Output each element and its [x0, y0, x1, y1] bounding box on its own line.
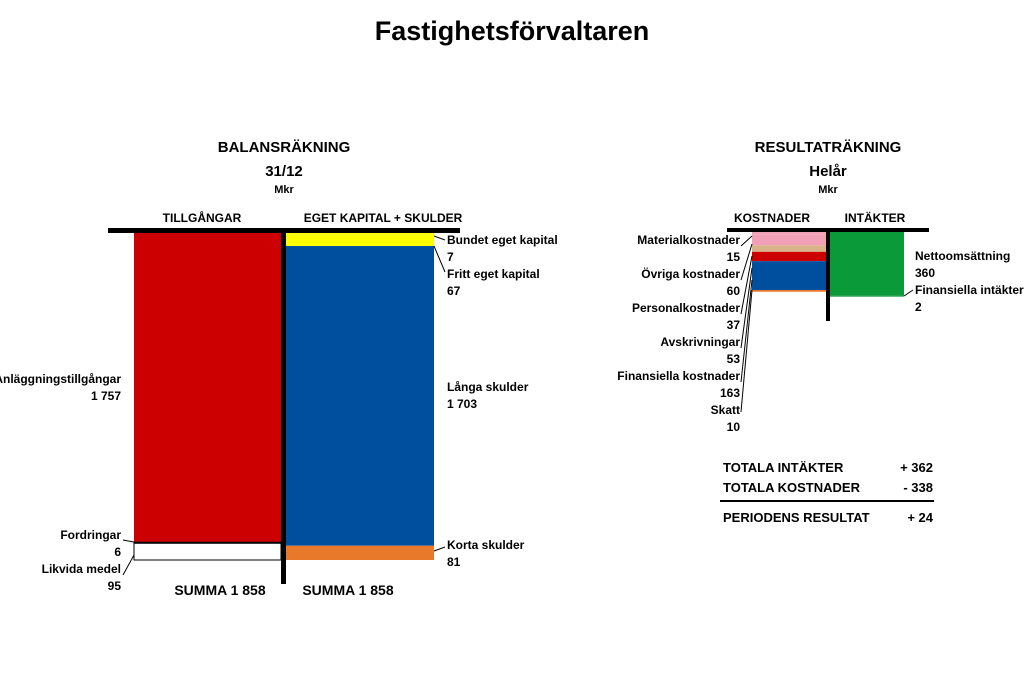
bar-fritt-eget-kapital [286, 234, 434, 247]
label-fritt-eget-kapital: Fritt eget kapital [447, 267, 540, 281]
value-materialkostnader: 15 [727, 250, 741, 264]
label-finansiella-intakter: Finansiella intäkter [915, 283, 1024, 297]
value-avskrivningar: 53 [727, 352, 741, 366]
label-langa-skulder: Långa skulder [447, 380, 529, 394]
value-korta-skulder: 81 [447, 555, 461, 569]
balance-divider-line [281, 228, 286, 584]
leader-avskrivningar [740, 267, 753, 349]
header-intakter: INTÄKTER [845, 210, 906, 225]
income-unit: Mkr [818, 184, 838, 196]
total-income-label: TOTALA INTÄKTER [723, 460, 844, 475]
value-likvida-medel: 95 [108, 579, 122, 593]
label-likvida-medel: Likvida medel [42, 562, 121, 576]
label-nettoomsattning: Nettoomsättning [915, 249, 1010, 263]
bar-nettoomsattning [830, 232, 904, 296]
bar-avskrivningar [752, 251, 827, 262]
balance-subtitle: 31/12 [265, 163, 303, 180]
balance-unit: Mkr [274, 184, 294, 196]
bar-bundet-eget-kapital [286, 233, 434, 235]
label-anlaggningstillgangar: Anläggningstillgångar [0, 372, 121, 386]
sum-eget-kapital-skulder: SUMMA 1 858 [302, 582, 394, 598]
total-costs-label: TOTALA KOSTNADER [723, 480, 861, 495]
value-anlaggningstillgangar: 1 757 [91, 389, 121, 403]
value-finansiella-intakter: 2 [915, 300, 922, 314]
bar-korta-skulder [286, 545, 434, 560]
balance-sheet: BALANSRÄKNING 31/12 Mkr TILLGÅNGAR EGET … [0, 139, 558, 598]
leader-finansiella-kostnader [740, 279, 753, 383]
leader-fordringar [122, 539, 135, 543]
leader-skatt [740, 289, 753, 413]
label-finansiella-kostnader: Finansiella kostnader [617, 369, 740, 383]
leader-finansiella-intakter [903, 289, 914, 297]
bar-anlaggningstillgangar [134, 233, 281, 543]
bar-langa-skulder [286, 246, 434, 546]
value-langa-skulder: 1 703 [447, 397, 477, 411]
bar-skatt [752, 289, 827, 292]
total-costs-value: - 338 [903, 480, 933, 495]
bar-finansiella-kostnader [752, 261, 827, 290]
value-ovriga-kostnader: 60 [727, 284, 741, 298]
value-fritt-eget-kapital: 67 [447, 284, 461, 298]
income-divider-line [826, 228, 830, 321]
bar-likvida-medel [133, 542, 282, 561]
value-personalkostnader: 37 [727, 318, 741, 332]
income-statement: RESULTATRÄKNING Helår Mkr KOSTNADER INTÄ… [617, 139, 1024, 525]
leader-korta-skulder [433, 546, 446, 552]
value-skatt: 10 [727, 420, 741, 434]
page-title: Fastighetsförvaltaren [375, 16, 650, 46]
leader-bundet-eget-kapital [433, 235, 446, 241]
label-ovriga-kostnader: Övriga kostnader [641, 266, 740, 281]
bar-personalkostnader [752, 245, 827, 252]
bar-ovriga-kostnader [752, 234, 827, 246]
value-nettoomsattning: 360 [915, 266, 935, 280]
income-title: RESULTATRÄKNING [755, 139, 902, 156]
balance-title: BALANSRÄKNING [218, 139, 351, 156]
leader-materialkostnader [740, 235, 753, 247]
bar-finansiella-intakter [830, 295, 904, 297]
label-bundet-eget-kapital: Bundet eget kapital [447, 233, 558, 247]
label-skatt: Skatt [711, 403, 740, 417]
totals-divider-line [720, 500, 934, 502]
header-tillgangar: TILLGÅNGAR [163, 210, 242, 225]
leader-fritt-eget-kapital [433, 245, 446, 273]
label-materialkostnader: Materialkostnader [637, 233, 740, 247]
label-personalkostnader: Personalkostnader [632, 301, 740, 315]
leader-likvida-medel [122, 554, 135, 576]
value-fordringar: 6 [114, 545, 121, 559]
income-totals: TOTALA INTÄKTER + 362 TOTALA KOSTNADER -… [720, 460, 934, 525]
value-bundet-eget-kapital: 7 [447, 250, 454, 264]
value-finansiella-kostnader: 163 [720, 386, 740, 400]
header-eget-kapital-skulder: EGET KAPITAL + SKULDER [304, 211, 463, 225]
leader-ovriga-kostnader [740, 243, 753, 281]
bar-materialkostnader [752, 232, 827, 235]
header-kostnader: KOSTNADER [734, 211, 810, 225]
label-fordringar: Fordringar [60, 528, 121, 542]
income-subtitle: Helår [809, 163, 847, 180]
period-result-label: PERIODENS RESULTAT [723, 510, 870, 525]
label-korta-skulder: Korta skulder [447, 538, 525, 552]
sum-tillgangar: SUMMA 1 858 [174, 582, 266, 598]
total-income-value: + 362 [900, 460, 933, 475]
period-result-value: + 24 [907, 510, 933, 525]
label-avskrivningar: Avskrivningar [660, 335, 740, 349]
leader-personalkostnader [740, 255, 753, 315]
